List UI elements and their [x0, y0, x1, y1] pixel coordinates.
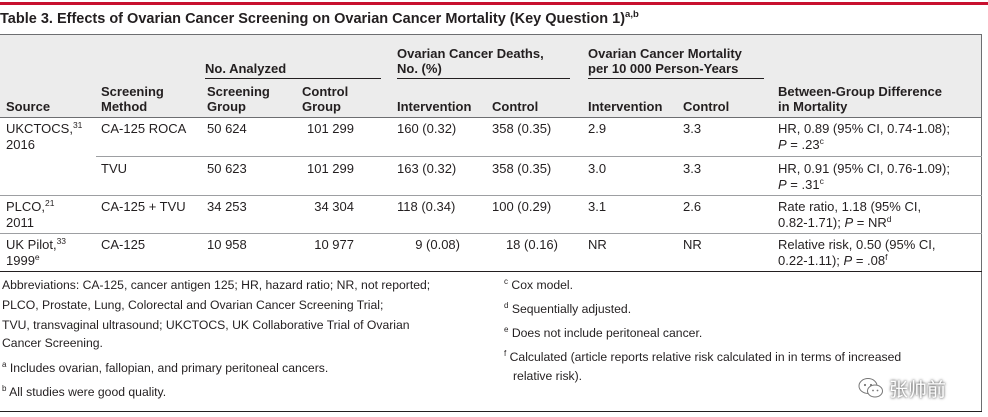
reference-mark: 33 [56, 236, 67, 246]
table-row-2-mortality-control: 3.3 [683, 161, 702, 176]
table-row-3-deaths-intervention: 118 (0.34) [397, 199, 456, 214]
footnote-a: a Includes ovarian, fallopian, and prima… [2, 360, 329, 376]
table-right-border [981, 34, 982, 412]
table-row-4-mortality-intervention: NR [588, 237, 607, 252]
table-header [0, 35, 982, 117]
group-header-deaths-line1: Ovarian Cancer Deaths, [397, 46, 544, 61]
table-row-1-deaths-intervention: 160 (0.32) [397, 121, 457, 136]
col-header-method-line1: Screening [101, 84, 164, 99]
col-header-source: Source [6, 99, 51, 114]
footnote-c: c Cox model. [504, 277, 574, 293]
table-row-3-screening-n: 34 253 [207, 199, 247, 214]
table-row-4-deaths-intervention: 9 (0.08) [415, 237, 460, 252]
group-rule-analyzed [205, 78, 381, 79]
table-row-1-source-year: 2016 [6, 137, 35, 152]
footnote-abbreviations-line1: Abbreviations: CA-125, cancer antigen 12… [2, 278, 431, 292]
table-row-1-mortality-intervention: 2.9 [588, 121, 607, 136]
group-header-analyzed: No. Analyzed [205, 61, 287, 76]
footnote-abbreviations-line3: TVU, transvaginal ultrasound; UKCTOCS, U… [2, 318, 410, 332]
col-header-deaths-control: Control [492, 99, 539, 114]
col-header-screening-group-line2: Group [207, 99, 246, 114]
table-row-3-source-year: 2011 [6, 215, 34, 230]
table-row-4-difference-line2: 0.22-1.11); P = .08f [778, 252, 888, 268]
table-row-4-control-n: 10 977 [314, 237, 354, 252]
table-row-1-difference-line1: HR, 0.89 (95% CI, 0.74-1.08); [778, 121, 950, 136]
table-row-4-method: CA-125 [101, 237, 146, 252]
table-row-2-deaths-control: 358 (0.35) [492, 161, 552, 176]
table-row-1-screening-n: 50 624 [207, 121, 247, 136]
table-row-3-deaths-control: 100 (0.29) [492, 199, 552, 214]
table-row-3-method: CA-125 + TVU [101, 199, 186, 214]
row-divider [0, 233, 982, 234]
table-row-4-mortality-control: NR [683, 237, 702, 252]
table-row-4-screening-n: 10 958 [207, 237, 247, 252]
watermark: 张帅前 [858, 374, 978, 402]
table-title-text: Table 3. Effects of Ovarian Cancer Scree… [0, 11, 626, 27]
table-top-rule [0, 34, 982, 35]
table-row-4-difference-line1: Relative risk, 0.50 (95% CI, [778, 237, 936, 252]
table-row-3-mortality-intervention: 3.1 [588, 199, 607, 214]
table-row-2-difference-line2: P = .31c [778, 176, 824, 192]
table-title-footnote-mark: a,b [625, 9, 639, 20]
table-row-1-mortality-control: 3.3 [683, 121, 702, 136]
table-title: Table 3. Effects of Ovarian Cancer Scree… [0, 6, 988, 32]
table-row-2-deaths-intervention: 163 (0.32) [397, 161, 457, 176]
row-divider [0, 195, 982, 196]
table-row-2-method: TVU [101, 161, 127, 176]
footnote-f-line2: relative risk). [513, 369, 583, 383]
col-header-control-group-line1: Control [302, 84, 349, 99]
footnote-b: b All studies were good quality. [2, 384, 167, 400]
footnote-d: d Sequentially adjusted. [504, 301, 632, 317]
col-header-difference-line2: in Mortality [778, 99, 848, 114]
table-bottom-rule [0, 271, 982, 272]
table-row-1-deaths-control: 358 (0.35) [492, 121, 552, 136]
table-row-3-mortality-control: 2.6 [683, 199, 702, 214]
table-row-1-control-n: 101 299 [307, 121, 354, 136]
footnote-abbreviations-line4: Cancer Screening. [2, 336, 103, 350]
group-header-mortality-line2: per 10 000 Person-Years [588, 61, 739, 76]
footnote-e: e Does not include peritoneal cancer. [504, 325, 703, 341]
figure-bottom-rule [0, 411, 982, 412]
wechat-icon [858, 378, 883, 398]
table-row-4-source: UK Pilot,33 [6, 236, 67, 252]
header-bottom-rule [0, 117, 982, 118]
table-row-1-source: UKCTOCS,31 [6, 120, 83, 136]
table-row-3-control-n: 34 304 [314, 199, 354, 214]
group-header-mortality-line1: Ovarian Cancer Mortality [588, 46, 742, 61]
table-row-2-screening-n: 50 623 [207, 161, 247, 176]
group-header-deaths-line2: No. (%) [397, 61, 442, 76]
table-row-2-control-n: 101 299 [307, 161, 354, 176]
table-row-1-difference-line2: P = .23c [778, 136, 824, 152]
col-header-mortality-control: Control [683, 99, 730, 114]
row-divider [96, 156, 982, 157]
col-header-method-line2: Method [101, 99, 148, 114]
footnote-abbreviations-line2: PLCO, Prostate, Lung, Colorectal and Ova… [2, 298, 384, 312]
table-row-2-difference-line1: HR, 0.91 (95% CI, 0.76-1.09); [778, 161, 950, 176]
table-row-4-deaths-control: 18 (0.16) [505, 237, 558, 252]
reference-mark: 31 [72, 120, 83, 130]
table-row-1-method: CA-125 ROCA [101, 121, 187, 136]
table-row-3-source: PLCO,21 [6, 198, 55, 214]
table-row-4-source-year: 1999e [6, 252, 40, 268]
col-header-screening-group-line1: Screening [207, 84, 270, 99]
col-header-deaths-intervention: Intervention [397, 99, 472, 114]
col-header-control-group-line2: Group [302, 99, 341, 114]
watermark-text: 张帅前 [889, 379, 947, 401]
table-row-3-difference-line1: Rate ratio, 1.18 (95% CI, [778, 199, 922, 214]
footnote-f-line1: f Calculated (article reports relative r… [504, 349, 902, 365]
group-rule-mortality [588, 78, 764, 79]
reference-mark: 21 [45, 198, 55, 208]
table-row-3-difference-line2: 0.82-1.71); P = NRd [778, 214, 892, 230]
col-header-mortality-intervention: Intervention [588, 99, 663, 114]
group-rule-deaths [397, 78, 570, 79]
col-header-difference-line1: Between-Group Difference [778, 84, 942, 99]
title-accent-rule [0, 2, 988, 5]
table-row-2-mortality-intervention: 3.0 [588, 161, 607, 176]
